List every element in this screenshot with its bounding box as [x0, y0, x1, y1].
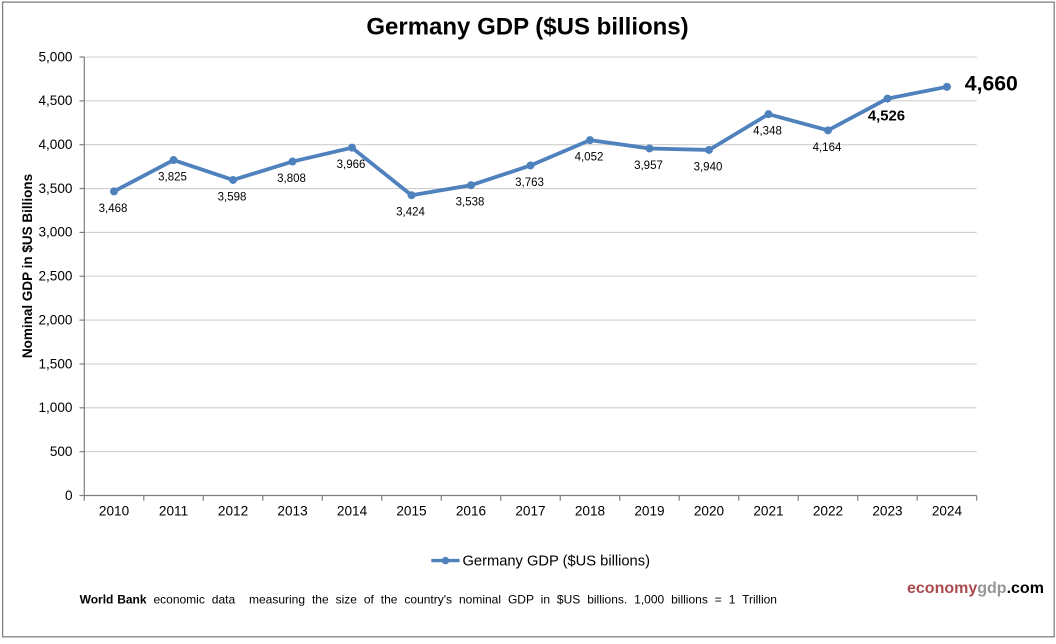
svg-text:Nominal GDP in $US Billions: Nominal GDP in $US Billions	[20, 174, 35, 358]
svg-text:4,000: 4,000	[38, 137, 72, 152]
svg-text:1,500: 1,500	[38, 356, 72, 371]
svg-text:2015: 2015	[396, 504, 426, 519]
svg-text:500: 500	[50, 444, 73, 459]
svg-text:3,957: 3,957	[634, 160, 663, 172]
svg-text:2,000: 2,000	[38, 312, 72, 327]
svg-text:3,424: 3,424	[396, 207, 425, 219]
svg-text:4,164: 4,164	[813, 142, 842, 154]
svg-text:2019: 2019	[634, 504, 664, 519]
svg-text:2013: 2013	[277, 504, 307, 519]
svg-text:World Bank economic data meas: World Bank economic data measuring the s…	[80, 593, 777, 607]
svg-text:2,500: 2,500	[38, 269, 72, 284]
svg-text:3,598: 3,598	[218, 191, 247, 203]
svg-text:economygdp.com: economygdp.com	[907, 580, 1044, 597]
svg-text:3,940: 3,940	[694, 161, 723, 173]
svg-text:2017: 2017	[515, 504, 545, 519]
svg-text:2018: 2018	[575, 504, 605, 519]
svg-text:2022: 2022	[813, 504, 843, 519]
svg-text:5,000: 5,000	[38, 49, 72, 64]
svg-text:2010: 2010	[99, 504, 130, 519]
svg-text:2024: 2024	[932, 504, 963, 519]
svg-text:Germany GDP ($US billions): Germany GDP ($US billions)	[366, 14, 688, 41]
svg-text:3,825: 3,825	[158, 172, 187, 184]
svg-text:2016: 2016	[456, 504, 486, 519]
svg-text:Germany GDP ($US billions): Germany GDP ($US billions)	[463, 553, 650, 569]
svg-text:2020: 2020	[694, 504, 725, 519]
svg-text:2012: 2012	[218, 504, 248, 519]
svg-text:1,000: 1,000	[38, 400, 72, 415]
svg-text:2023: 2023	[872, 504, 902, 519]
svg-text:3,763: 3,763	[515, 177, 544, 189]
svg-text:3,966: 3,966	[337, 159, 366, 171]
svg-text:2021: 2021	[753, 504, 783, 519]
svg-text:3,468: 3,468	[99, 203, 128, 215]
svg-text:3,000: 3,000	[38, 225, 72, 240]
svg-text:4,348: 4,348	[753, 126, 782, 138]
svg-text:4,052: 4,052	[575, 152, 604, 164]
svg-text:3,538: 3,538	[456, 197, 485, 209]
svg-text:0: 0	[65, 488, 73, 503]
svg-text:2011: 2011	[159, 504, 188, 519]
svg-text:3,500: 3,500	[38, 181, 72, 196]
svg-text:4,500: 4,500	[38, 93, 72, 108]
svg-text:4,660: 4,660	[965, 73, 1018, 96]
svg-text:2014: 2014	[337, 504, 368, 519]
svg-text:4,526: 4,526	[868, 108, 905, 124]
svg-text:3,808: 3,808	[277, 173, 306, 185]
